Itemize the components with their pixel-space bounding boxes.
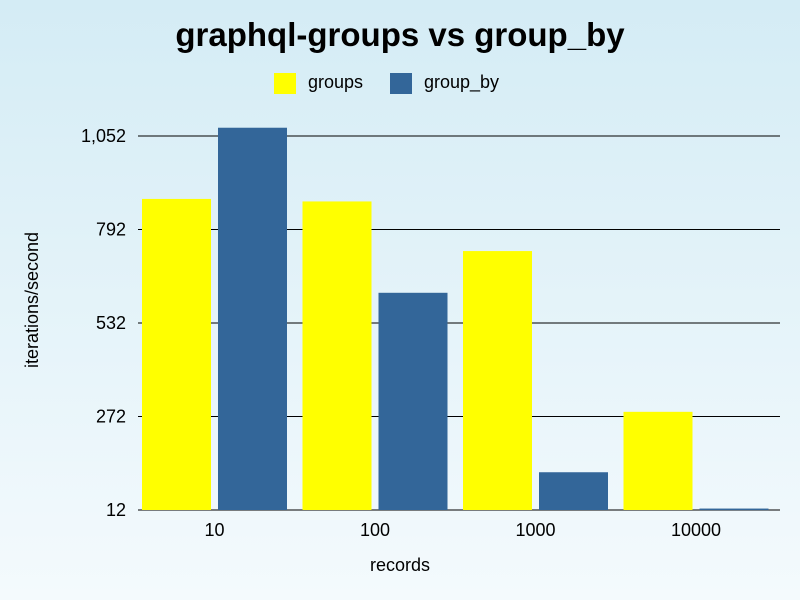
x-tick-label: 100 bbox=[360, 520, 390, 540]
bar-group_by-10000 bbox=[699, 508, 769, 511]
y-tick-label: 272 bbox=[96, 407, 126, 427]
chart-title: graphql-groups vs group_by bbox=[175, 16, 625, 53]
bar-group_by-100 bbox=[378, 292, 448, 510]
legend-label-group_by: group_by bbox=[424, 72, 499, 93]
y-tick-labels: 12 272 532 792 1,052 bbox=[81, 126, 126, 520]
y-tick-label: 532 bbox=[96, 313, 126, 333]
bar-groups-10 bbox=[142, 198, 211, 511]
legend-label-groups: groups bbox=[308, 72, 363, 92]
bar-groups-100 bbox=[302, 201, 372, 510]
x-axis-label: records bbox=[370, 555, 430, 575]
x-tick-label: 1000 bbox=[515, 520, 555, 540]
x-tick-label: 10 bbox=[204, 520, 224, 540]
y-axis-label: iterations/second bbox=[22, 232, 42, 368]
legend-swatch-groups bbox=[274, 73, 296, 94]
bar-groups-10000 bbox=[623, 411, 693, 510]
bars bbox=[142, 127, 769, 511]
x-tick-label: 10000 bbox=[671, 520, 721, 540]
y-tick-label: 12 bbox=[106, 500, 126, 520]
bar-group_by-1000 bbox=[539, 472, 608, 510]
y-tick-label: 1,052 bbox=[81, 126, 126, 146]
legend-swatch-group_by bbox=[390, 73, 412, 94]
x-tick-labels: 10 100 1000 10000 bbox=[204, 520, 721, 540]
bar-group_by-10 bbox=[218, 127, 287, 510]
y-tick-label: 792 bbox=[96, 220, 126, 240]
bar-groups-1000 bbox=[463, 251, 532, 511]
legend: groups group_by bbox=[274, 72, 499, 94]
